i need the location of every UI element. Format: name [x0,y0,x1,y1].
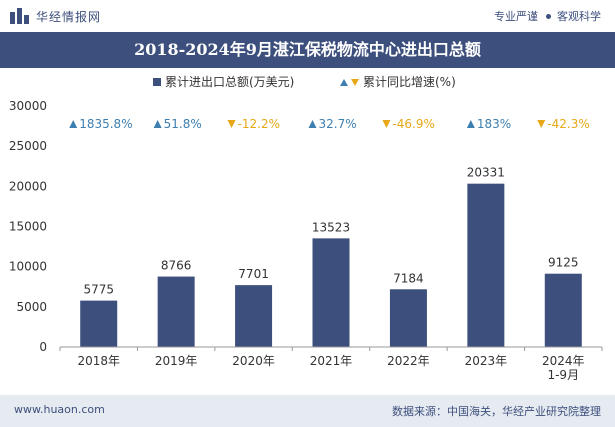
growth-rate-label: 1835.8% [79,117,132,131]
bar [80,300,118,347]
bar [312,238,350,347]
x-tick-label: 2021年 [310,354,353,368]
y-tick-label: 10000 [9,260,47,274]
bar [467,183,505,347]
growth-labels: 1835.8% 51.8% -12.2% 32.7% -46.9% 183% -42.3% [69,117,590,131]
bar-chart: 累计进出口总额(万美元) 累计同比增速(%) 0 5000 10000 15000 200… [9,75,603,382]
y-axis: 0 5000 10000 15000 20000 25000 30000 [9,99,47,354]
legend-growth-label: 累计同比增速(%) [363,75,456,89]
y-tick-label: 25000 [9,139,47,153]
slogan-dot [546,13,551,19]
y-tick-label: 20000 [9,179,47,193]
footer: www.huaon.com 数据来源：中国海关，华经产业研究院整理 [0,395,615,427]
legend-up-triangle-icon [340,79,348,86]
x-tick-label: 2022年 [387,354,430,368]
y-tick-label: 15000 [9,220,47,234]
legend-bar-swatch [153,78,161,86]
growth-rate-label: 32.7% [319,117,357,131]
slogan-right: 客观科学 [557,10,601,23]
data-source: 数据来源：中国海关，华经产业研究院整理 [392,405,601,418]
bar-value-label: 13523 [312,220,350,234]
y-tick-label: 5000 [16,300,47,314]
down-triangle-icon [227,120,236,128]
bar-value-label: 5775 [83,283,114,297]
up-triangle-icon [153,120,162,128]
bar-value-label: 20331 [467,166,505,180]
growth-rate-label: -42.3% [547,117,589,131]
huajing-logo-icon [10,8,29,24]
x-tick-label: 2018年 [77,354,120,368]
chart-title: 2018-2024年9月湛江保税物流中心进出口总额 [0,32,615,68]
x-tick-label: 1-9月 [547,368,579,382]
y-tick-label: 30000 [9,99,47,113]
y-tick-label: 0 [39,340,47,354]
bar-value-label: 7184 [393,271,424,285]
bar [157,276,195,347]
x-tick-label: 2024年 [542,354,585,368]
bar-value-label: 7701 [238,267,269,281]
bars: 5775 8766 7701 13523 7184 20331 9125 [80,166,582,347]
slogan-left: 专业严谨 [494,10,538,23]
up-triangle-icon [308,120,317,128]
legend-down-triangle-icon [351,79,359,86]
website-link[interactable]: www.huaon.com [14,403,105,416]
legend-bar-label: 累计进出口总额(万美元) [165,75,294,89]
legend: 累计进出口总额(万美元) 累计同比增速(%) [153,75,456,89]
x-tick-label: 2023年 [465,354,508,368]
growth-rate-label: -12.2% [238,117,280,131]
bar [235,285,273,347]
brand-name: 华经情报网 [36,10,102,24]
x-tick-label: 2019年 [155,354,198,368]
slogan: 专业严谨 客观科学 [494,8,601,24]
growth-rate-label: 51.8% [164,117,202,131]
top-bar: 华经情报网 专业严谨 客观科学 [0,0,615,32]
bar-value-label: 8766 [161,259,192,273]
down-triangle-icon [537,120,546,128]
growth-rate-label: 183% [477,117,511,131]
bar-value-label: 9125 [548,256,579,270]
bar [544,273,582,347]
bar [389,289,427,347]
up-triangle-icon [466,120,475,128]
x-tick-label: 2020年 [232,354,275,368]
growth-rate-label: -46.9% [392,117,434,131]
up-triangle-icon [69,120,78,128]
down-triangle-icon [382,120,391,128]
